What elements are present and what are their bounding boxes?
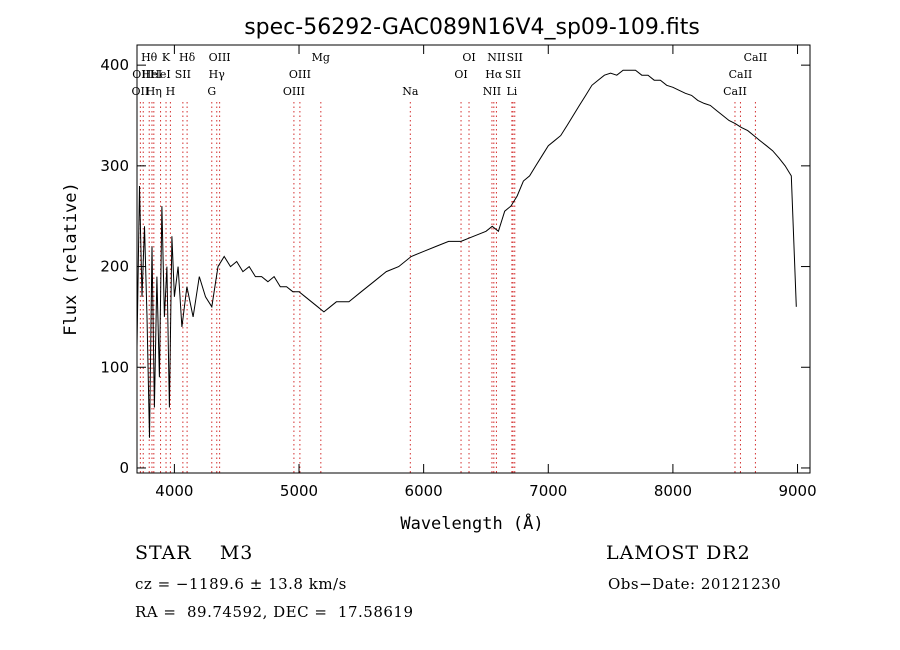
x-axis-label: Wavelength (Å): [400, 512, 543, 534]
spectral-line-markers: OIIOIIIHθHeIHηHeIKHSIIHδGHγOIIIOIIIOIIIM…: [132, 51, 768, 473]
spectral-line-label: HeI: [150, 68, 170, 81]
y-tick-label: 0: [119, 459, 129, 477]
spectral-line-label: NII: [487, 51, 505, 64]
obs-date: Obs−Date: 20121230: [608, 575, 782, 593]
spectral-line-label: SII: [507, 51, 523, 64]
spectral-line-label: Mg: [312, 51, 330, 64]
coordinates: RA = 89.74592, DEC = 17.58619: [135, 603, 414, 621]
x-tick-label: 7000: [529, 482, 567, 500]
spectral-line-label: Hγ: [209, 68, 226, 81]
spectral-line-label: Li: [506, 85, 517, 98]
redshift-readout: cz = −1189.6 ± 13.8 km/s: [135, 575, 347, 593]
y-tick-label: 200: [100, 258, 129, 276]
spectral-line-label: CaII: [744, 51, 768, 64]
spectral-line-label: HeI: [142, 68, 162, 81]
spectral-line-label: H: [166, 85, 176, 98]
spectral-line-label: Hη: [146, 85, 162, 98]
y-axis-label: Flux (relative): [61, 182, 81, 336]
spectral-line-label: Hα: [485, 68, 503, 81]
spectral-line-label: OIII: [289, 68, 311, 81]
x-tick-label: 8000: [654, 482, 692, 500]
spectral-line-label: Hδ: [179, 51, 196, 64]
spectral-line-label: G: [207, 85, 216, 98]
y-tick-label: 100: [100, 358, 129, 376]
spectral-line-label: OIII: [132, 68, 154, 81]
survey-name: LAMOST DR2: [606, 542, 751, 564]
spectral-line-label: OI: [462, 51, 475, 64]
spectral-line-label: NII: [483, 85, 501, 98]
spectral-line-label: SII: [175, 68, 191, 81]
axes: 4000 5000 6000 7000 8000 9000 0 100 200 300 400: [100, 45, 817, 500]
object-class: STAR M3: [135, 542, 254, 564]
x-tick-label: 9000: [778, 482, 816, 500]
spectral-line-label: OIII: [209, 51, 231, 64]
spectrum-line: [136, 69, 797, 438]
x-tick-label: 6000: [405, 482, 443, 500]
spectral-line-label: OII: [132, 85, 150, 98]
chart-title: spec-56292-GAC089N16V4_sp09-109.fits: [244, 15, 700, 40]
spectral-line-label: OIII: [283, 85, 305, 98]
spectral-line-label: Hθ: [141, 51, 158, 64]
spectral-line-label: K: [162, 51, 171, 64]
x-tick-label: 4000: [155, 482, 193, 500]
y-tick-label: 300: [100, 157, 129, 175]
plot-frame: [136, 44, 811, 474]
spectral-line-label: SII: [505, 68, 521, 81]
spectral-line-label: Na: [402, 85, 419, 98]
x-tick-label: 5000: [280, 482, 318, 500]
y-tick-label: 400: [100, 56, 129, 74]
spectral-line-label: CaII: [729, 68, 753, 81]
spectral-line-label: CaII: [723, 85, 747, 98]
spectral-line-label: OI: [454, 68, 467, 81]
